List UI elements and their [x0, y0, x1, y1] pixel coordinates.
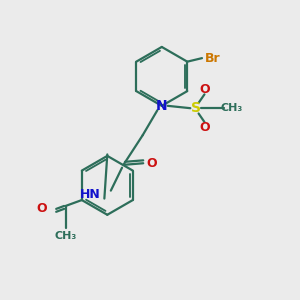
- Text: O: O: [199, 121, 210, 134]
- Text: N: N: [156, 99, 168, 113]
- Text: O: O: [37, 202, 47, 215]
- Text: HN: HN: [80, 188, 101, 201]
- Text: CH₃: CH₃: [55, 231, 77, 241]
- Text: S: S: [190, 101, 201, 115]
- Text: O: O: [147, 157, 158, 170]
- Text: CH₃: CH₃: [221, 103, 243, 113]
- Text: O: O: [199, 82, 210, 95]
- Text: Br: Br: [205, 52, 220, 64]
